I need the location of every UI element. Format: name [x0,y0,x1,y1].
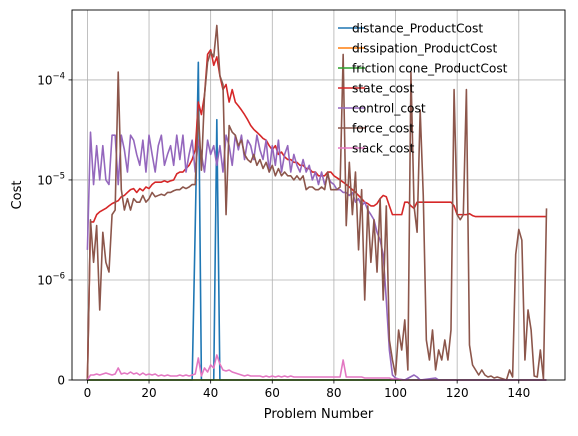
y-tick-base: 10 [37,273,52,287]
legend-label: distance_ProductCost [352,22,483,36]
series-line-force-cost [86,24,548,381]
x-tick-label: 0 [84,386,92,400]
y-tick-label: 10−4 [37,71,65,87]
series-line-state-cost [86,49,547,381]
y-tick-exponent: −5 [52,171,65,181]
y-tick-base: 10 [37,173,52,187]
legend-label: friction cone_ProductCost [352,62,508,76]
y-tick-exponent: −6 [52,271,65,281]
series-line-slack-cost [86,354,547,381]
y-tick-label: 0 [57,374,65,388]
x-tick-label: 20 [141,386,156,400]
x-axis-label: Problem Number [264,407,374,422]
x-tick-label: 100 [384,386,407,400]
axes-frame [71,9,566,381]
series-line-control-cost [86,131,547,381]
y-tick-label: 10−5 [37,171,65,187]
x-tick-label: 80 [326,386,341,400]
y-axis-label: Cost [10,181,25,210]
legend-label: slack_cost [352,142,415,156]
y-tick-exponent: −4 [52,71,65,81]
legend-label: state_cost [352,82,414,96]
legend-label: dissipation_ProductCost [352,42,497,56]
x-tick-label: 120 [446,386,469,400]
legend-label: force_cost [352,122,414,136]
x-tick-label: 60 [265,386,280,400]
y-tick-label: 10−6 [37,271,65,287]
x-tick-label: 140 [507,386,530,400]
x-tick-label: 40 [203,386,218,400]
legend-label: control_cost [352,102,426,116]
y-tick-base: 10 [37,73,52,87]
legend: distance_ProductCost dissipation_ProductC… [338,22,508,156]
